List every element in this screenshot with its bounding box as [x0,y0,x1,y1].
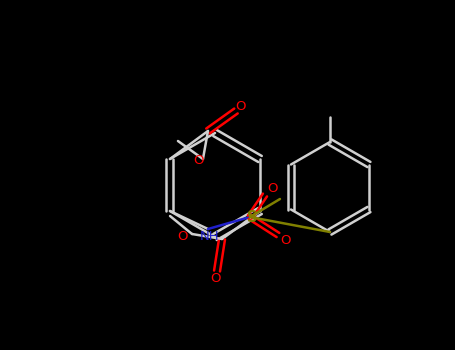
Text: S: S [247,210,257,224]
Text: O: O [194,154,204,168]
Text: O: O [236,99,246,112]
Text: NH: NH [200,231,220,244]
Text: O: O [268,182,278,196]
Text: O: O [210,273,220,286]
Text: O: O [177,230,187,243]
Text: O: O [281,233,291,246]
